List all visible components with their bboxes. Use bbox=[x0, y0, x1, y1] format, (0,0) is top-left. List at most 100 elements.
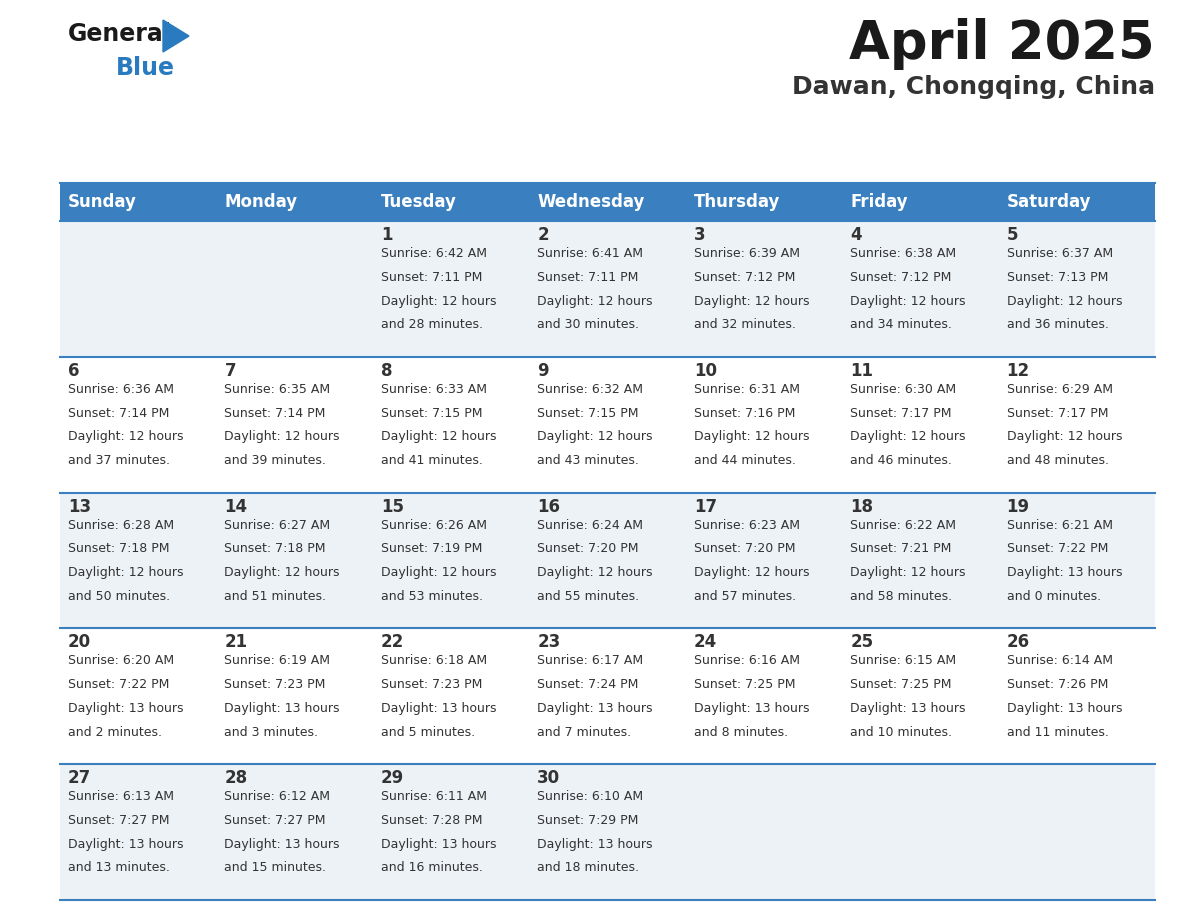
Text: Monday: Monday bbox=[225, 193, 297, 211]
Text: Daylight: 12 hours: Daylight: 12 hours bbox=[68, 431, 183, 443]
Text: and 15 minutes.: and 15 minutes. bbox=[225, 861, 327, 875]
Text: and 51 minutes.: and 51 minutes. bbox=[225, 590, 327, 603]
Text: Sunset: 7:15 PM: Sunset: 7:15 PM bbox=[381, 407, 482, 420]
Text: Sunrise: 6:18 AM: Sunrise: 6:18 AM bbox=[381, 655, 487, 667]
Text: and 5 minutes.: and 5 minutes. bbox=[381, 726, 475, 739]
Bar bbox=[685, 493, 842, 629]
Text: and 11 minutes.: and 11 minutes. bbox=[1006, 726, 1108, 739]
Text: and 8 minutes.: and 8 minutes. bbox=[694, 726, 788, 739]
Text: 13: 13 bbox=[68, 498, 91, 516]
Text: and 53 minutes.: and 53 minutes. bbox=[381, 590, 482, 603]
Text: Sunrise: 6:16 AM: Sunrise: 6:16 AM bbox=[694, 655, 800, 667]
Bar bbox=[999, 221, 1155, 357]
Bar bbox=[216, 629, 373, 764]
Text: Sunset: 7:27 PM: Sunset: 7:27 PM bbox=[225, 814, 326, 827]
Bar bbox=[999, 183, 1155, 221]
Bar bbox=[530, 183, 685, 221]
Text: Daylight: 13 hours: Daylight: 13 hours bbox=[1006, 566, 1123, 579]
Text: Sunset: 7:15 PM: Sunset: 7:15 PM bbox=[537, 407, 639, 420]
Text: Wednesday: Wednesday bbox=[537, 193, 645, 211]
Text: and 13 minutes.: and 13 minutes. bbox=[68, 861, 170, 875]
Text: and 2 minutes.: and 2 minutes. bbox=[68, 726, 162, 739]
Text: and 48 minutes.: and 48 minutes. bbox=[1006, 454, 1108, 467]
Text: and 7 minutes.: and 7 minutes. bbox=[537, 726, 631, 739]
Text: Daylight: 12 hours: Daylight: 12 hours bbox=[381, 295, 497, 308]
Text: Daylight: 13 hours: Daylight: 13 hours bbox=[381, 838, 497, 851]
Text: Sunset: 7:17 PM: Sunset: 7:17 PM bbox=[851, 407, 952, 420]
Text: Friday: Friday bbox=[851, 193, 908, 211]
Text: 27: 27 bbox=[68, 769, 91, 788]
Bar bbox=[685, 221, 842, 357]
Text: Sunday: Sunday bbox=[68, 193, 137, 211]
Bar bbox=[999, 493, 1155, 629]
Text: and 36 minutes.: and 36 minutes. bbox=[1006, 319, 1108, 331]
Text: 28: 28 bbox=[225, 769, 247, 788]
Text: Sunset: 7:11 PM: Sunset: 7:11 PM bbox=[381, 271, 482, 284]
Text: 12: 12 bbox=[1006, 362, 1030, 380]
Text: Dawan, Chongqing, China: Dawan, Chongqing, China bbox=[792, 75, 1155, 99]
Text: Sunset: 7:26 PM: Sunset: 7:26 PM bbox=[1006, 678, 1108, 691]
Bar bbox=[530, 764, 685, 900]
Bar bbox=[373, 357, 530, 493]
Text: 1: 1 bbox=[381, 226, 392, 244]
Text: 2: 2 bbox=[537, 226, 549, 244]
Text: Daylight: 12 hours: Daylight: 12 hours bbox=[537, 431, 652, 443]
Bar bbox=[216, 357, 373, 493]
Text: and 58 minutes.: and 58 minutes. bbox=[851, 590, 953, 603]
Text: and 34 minutes.: and 34 minutes. bbox=[851, 319, 952, 331]
Text: Sunset: 7:14 PM: Sunset: 7:14 PM bbox=[68, 407, 170, 420]
Text: Sunset: 7:21 PM: Sunset: 7:21 PM bbox=[851, 543, 952, 555]
Text: and 39 minutes.: and 39 minutes. bbox=[225, 454, 327, 467]
Text: 19: 19 bbox=[1006, 498, 1030, 516]
Text: Sunrise: 6:12 AM: Sunrise: 6:12 AM bbox=[225, 790, 330, 803]
Text: and 55 minutes.: and 55 minutes. bbox=[537, 590, 639, 603]
Text: Sunset: 7:18 PM: Sunset: 7:18 PM bbox=[68, 543, 170, 555]
Text: 23: 23 bbox=[537, 633, 561, 652]
Text: Sunrise: 6:33 AM: Sunrise: 6:33 AM bbox=[381, 383, 487, 396]
Text: Daylight: 12 hours: Daylight: 12 hours bbox=[1006, 431, 1123, 443]
Text: Daylight: 13 hours: Daylight: 13 hours bbox=[537, 702, 652, 715]
Text: 29: 29 bbox=[381, 769, 404, 788]
Text: Sunrise: 6:35 AM: Sunrise: 6:35 AM bbox=[225, 383, 330, 396]
Bar bbox=[530, 629, 685, 764]
Text: Daylight: 13 hours: Daylight: 13 hours bbox=[68, 838, 183, 851]
Text: Daylight: 13 hours: Daylight: 13 hours bbox=[68, 702, 183, 715]
Text: and 46 minutes.: and 46 minutes. bbox=[851, 454, 952, 467]
Bar bbox=[61, 357, 216, 493]
Bar bbox=[61, 183, 216, 221]
Text: Daylight: 12 hours: Daylight: 12 hours bbox=[381, 566, 497, 579]
Text: 25: 25 bbox=[851, 633, 873, 652]
Text: Sunrise: 6:19 AM: Sunrise: 6:19 AM bbox=[225, 655, 330, 667]
Text: Sunrise: 6:10 AM: Sunrise: 6:10 AM bbox=[537, 790, 644, 803]
Text: 18: 18 bbox=[851, 498, 873, 516]
Text: Sunrise: 6:11 AM: Sunrise: 6:11 AM bbox=[381, 790, 487, 803]
Text: 24: 24 bbox=[694, 633, 718, 652]
Text: Daylight: 13 hours: Daylight: 13 hours bbox=[225, 702, 340, 715]
Text: Daylight: 12 hours: Daylight: 12 hours bbox=[225, 566, 340, 579]
Text: 10: 10 bbox=[694, 362, 716, 380]
Text: 17: 17 bbox=[694, 498, 716, 516]
Text: 6: 6 bbox=[68, 362, 80, 380]
Text: and 0 minutes.: and 0 minutes. bbox=[1006, 590, 1101, 603]
Text: Daylight: 13 hours: Daylight: 13 hours bbox=[225, 838, 340, 851]
Text: 21: 21 bbox=[225, 633, 247, 652]
Text: Sunrise: 6:24 AM: Sunrise: 6:24 AM bbox=[537, 519, 643, 532]
Bar bbox=[61, 629, 216, 764]
Bar bbox=[842, 221, 999, 357]
Text: and 3 minutes.: and 3 minutes. bbox=[225, 726, 318, 739]
Text: Sunrise: 6:27 AM: Sunrise: 6:27 AM bbox=[225, 519, 330, 532]
Text: 22: 22 bbox=[381, 633, 404, 652]
Text: and 30 minutes.: and 30 minutes. bbox=[537, 319, 639, 331]
Text: Daylight: 13 hours: Daylight: 13 hours bbox=[1006, 702, 1123, 715]
Text: Daylight: 12 hours: Daylight: 12 hours bbox=[694, 295, 809, 308]
Text: Thursday: Thursday bbox=[694, 193, 781, 211]
Text: Daylight: 12 hours: Daylight: 12 hours bbox=[694, 431, 809, 443]
Text: and 18 minutes.: and 18 minutes. bbox=[537, 861, 639, 875]
Text: Daylight: 12 hours: Daylight: 12 hours bbox=[1006, 295, 1123, 308]
Text: Sunset: 7:14 PM: Sunset: 7:14 PM bbox=[225, 407, 326, 420]
Bar bbox=[61, 221, 216, 357]
Text: Daylight: 12 hours: Daylight: 12 hours bbox=[381, 431, 497, 443]
Text: Sunrise: 6:42 AM: Sunrise: 6:42 AM bbox=[381, 247, 487, 260]
Text: and 57 minutes.: and 57 minutes. bbox=[694, 590, 796, 603]
Bar bbox=[842, 629, 999, 764]
